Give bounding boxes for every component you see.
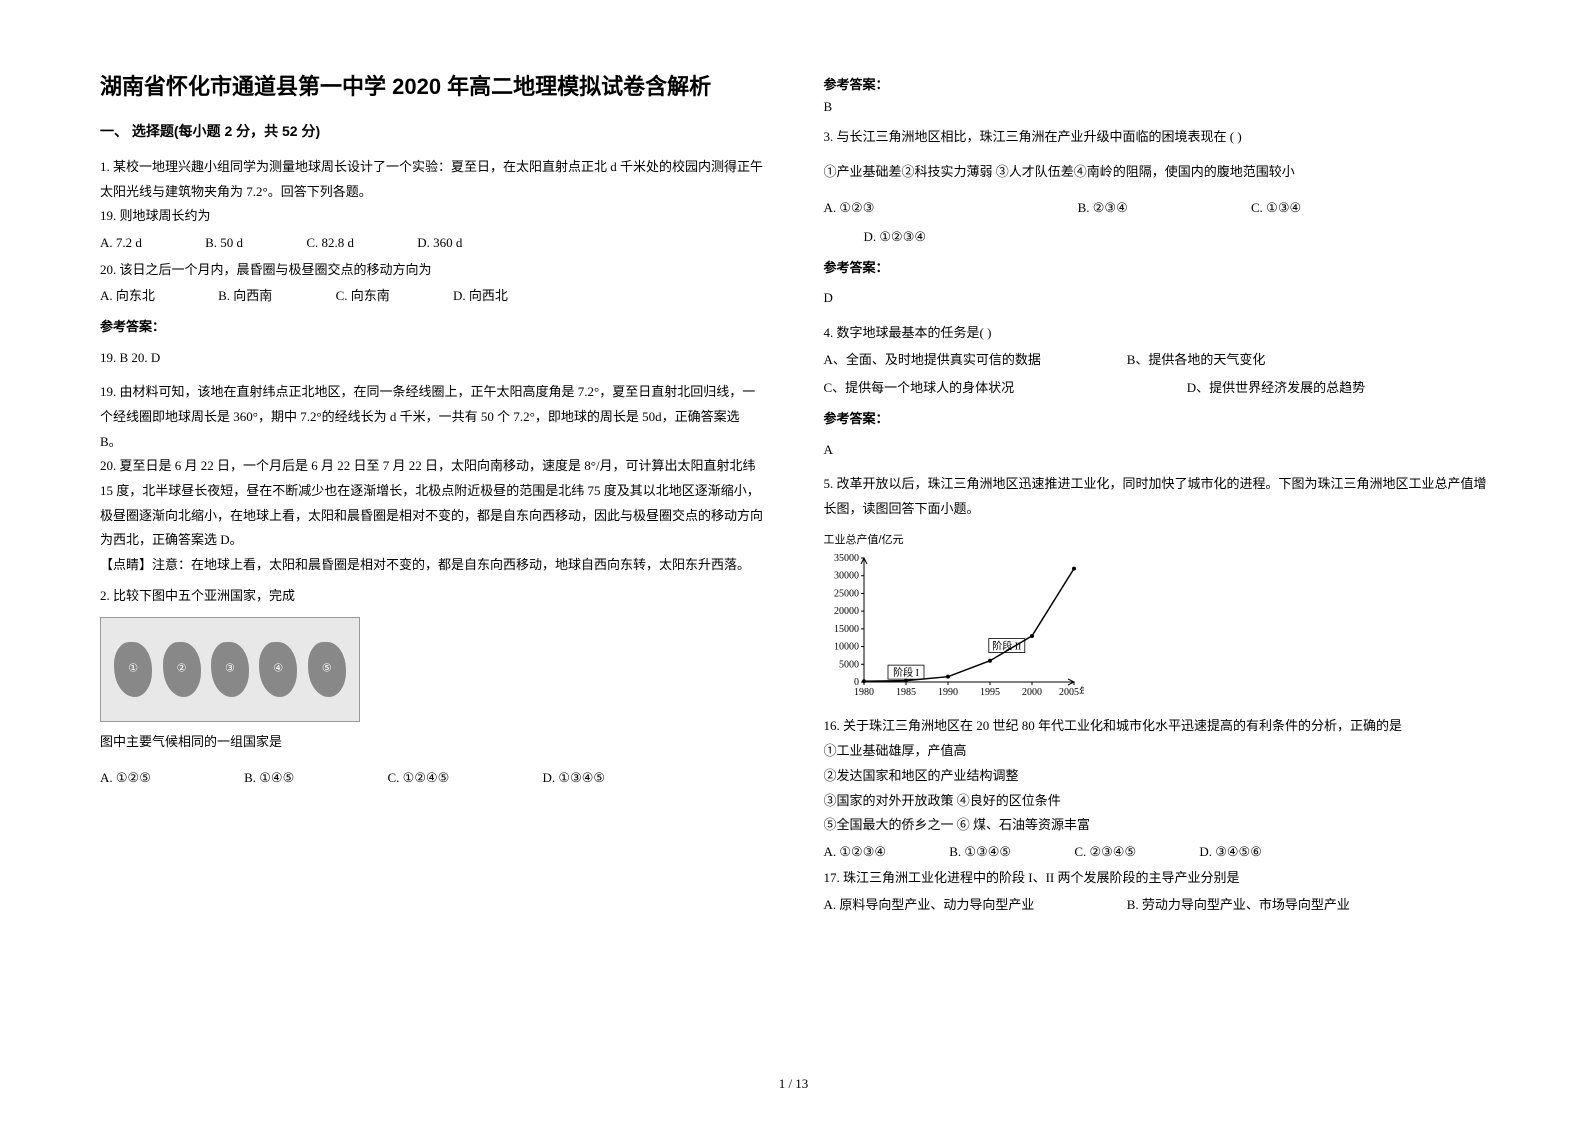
q5-stem: 5. 改革开放以后，珠江三角洲地区迅速推进工业化，同时加快了城市化的进程。下图为…	[824, 472, 1488, 521]
q5-sub16: 16. 关于珠江三角洲地区在 20 世纪 80 年代工业化和城市化水平迅速提高的…	[824, 714, 1488, 739]
q4-options-row1: A、全面、及时地提供真实可信的数据 B、提供各地的天气变化	[824, 346, 1488, 375]
q2-opt-d: D. ①③④⑤	[543, 764, 606, 793]
q1-sub19: 19. 则地球周长约为	[100, 204, 764, 229]
question-5: 5. 改革开放以后，珠江三角洲地区迅速推进工业化，同时加快了城市化的进程。下图为…	[824, 472, 1488, 920]
q2-options: A. ①②⑤ B. ①④⑤ C. ①②④⑤ D. ①③④⑤	[100, 764, 764, 793]
right-column: 参考答案： B 3. 与长江三角洲地区相比，珠江三角洲在产业升级中面临的困境表现…	[824, 70, 1488, 1030]
q5-16-l1: ①工业基础雄厚，产值高	[824, 739, 1488, 764]
q4-opt-d: D、提供世界经济发展的总趋势	[1187, 380, 1365, 395]
q2-opt-a: A. ①②⑤	[100, 764, 151, 793]
q5-16-opt-a: A. ①②③④	[824, 838, 887, 867]
q2-opt-b: B. ①④⑤	[244, 764, 294, 793]
q1-19-opt-c: C. 82.8 d	[306, 229, 354, 258]
q5-16-l2: ②发达国家和地区的产业结构调整	[824, 764, 1488, 789]
q1-20-opt-c: C. 向东南	[336, 282, 390, 311]
exam-title: 湖南省怀化市通道县第一中学 2020 年高二地理模拟试卷含解析	[100, 70, 764, 103]
q5-sub17: 17. 珠江三角洲工业化进程中的阶段 I、II 两个发展阶段的主导产业分别是	[824, 866, 1488, 891]
question-3: 3. 与长江三角洲地区相比，珠江三角洲在产业升级中面临的困境表现在 ( ) ①产…	[824, 125, 1488, 311]
q4-opt-b: B、提供各地的天气变化	[1127, 352, 1266, 367]
q3-answer: D	[824, 286, 1488, 311]
q3-options: A. ①②③ B. ②③④ C. ①③④	[824, 194, 1488, 223]
svg-text:阶段 II: 阶段 II	[992, 640, 1021, 653]
q1-19-opt-b: B. 50 d	[205, 229, 243, 258]
q2-sub: 图中主要气候相同的一组国家是	[100, 730, 764, 755]
svg-text:阶段 I: 阶段 I	[893, 667, 919, 680]
q3-opt-a: A. ①②③	[824, 194, 875, 223]
section-1-heading: 一、 选择题(每小题 2 分，共 52 分)	[100, 121, 764, 141]
q2-answer: B	[824, 99, 1488, 115]
q1-20-opt-d: D. 向西北	[453, 282, 508, 311]
q1-sub19-options: A. 7.2 d B. 50 d C. 82.8 d D. 360 d	[100, 229, 764, 258]
map-shape-4	[259, 642, 297, 697]
svg-text:35000: 35000	[834, 553, 859, 564]
q4-opt-a: A、全面、及时地提供真实可信的数据	[824, 346, 1124, 375]
svg-text:1980: 1980	[854, 687, 874, 698]
svg-text:2000: 2000	[1022, 687, 1042, 698]
q4-options-row2: C、提供每一个地球人的身体状况 D、提供世界经济发展的总趋势	[824, 374, 1488, 403]
chart-y-title: 工业总产值/亿元	[824, 530, 1488, 551]
q5-16-opt-c: C. ②③④⑤	[1074, 838, 1136, 867]
q3-opt-c: C. ①③④	[1251, 194, 1301, 223]
map-shape-1	[114, 642, 152, 697]
q1-explain19: 19. 由材料可知，该地在直射纬点正北地区，在同一条经线圈上，正午太阳高度角是 …	[100, 380, 764, 454]
svg-text:25000: 25000	[834, 589, 859, 600]
q1-20-opt-b: B. 向西南	[218, 282, 272, 311]
q4-opt-c: C、提供每一个地球人的身体状况	[824, 374, 1184, 403]
svg-text:5000: 5000	[839, 660, 859, 671]
map-shape-2	[163, 642, 201, 697]
svg-text:10000: 10000	[834, 642, 859, 653]
svg-text:15000: 15000	[834, 624, 859, 635]
map-shape-5	[308, 642, 346, 697]
svg-text:2005年: 2005年	[1059, 685, 1084, 698]
q1-sub20-options: A. 向东北 B. 向西南 C. 向东南 D. 向西北	[100, 282, 764, 311]
q5-16-l3: ③国家的对外开放政策 ④良好的区位条件	[824, 789, 1488, 814]
q4-answer: A	[824, 438, 1488, 463]
map-shape-3	[211, 642, 249, 697]
q3-opt-b: B. ②③④	[1078, 194, 1128, 223]
svg-text:30000: 30000	[834, 571, 859, 582]
q3-answer-heading: 参考答案：	[824, 256, 1488, 281]
q1-20-opt-a: A. 向东北	[100, 282, 155, 311]
svg-text:20000: 20000	[834, 607, 859, 618]
q5-16-opt-b: B. ①③④⑤	[949, 838, 1011, 867]
q1-19-opt-d: D. 360 d	[417, 229, 462, 258]
q2-answer-heading: 参考答案：	[824, 74, 1488, 93]
question-2: 2. 比较下图中五个亚洲国家，完成 图中主要气候相同的一组国家是 A. ①②⑤ …	[100, 584, 764, 793]
q1-answer-line: 19. B 20. D	[100, 346, 764, 371]
q5-17-opt-a: A. 原料导向型产业、动力导向型产业	[824, 891, 1124, 920]
svg-text:1990: 1990	[938, 687, 958, 698]
page-number: 1 / 13	[779, 1076, 809, 1092]
svg-text:1995: 1995	[980, 687, 1000, 698]
q2-opt-c: C. ①②④⑤	[388, 764, 450, 793]
svg-text:1985: 1985	[896, 687, 916, 698]
q4-stem: 4. 数字地球最基本的任务是( )	[824, 321, 1488, 346]
left-column: 湖南省怀化市通道县第一中学 2020 年高二地理模拟试卷含解析 一、 选择题(每…	[100, 70, 764, 1030]
q2-stem: 2. 比较下图中五个亚洲国家，完成	[100, 584, 764, 609]
q5-16-opt-d: D. ③④⑤⑥	[1199, 838, 1262, 867]
q1-sub20: 20. 该日之后一个月内，晨昏圈与极昼圈交点的移动方向为	[100, 258, 764, 283]
q1-explain20: 20. 夏至日是 6 月 22 日，一个月后是 6 月 22 日至 7 月 22…	[100, 454, 764, 553]
q2-map-image	[100, 617, 360, 722]
q1-stem: 1. 某校一地理兴趣小组同学为测量地球周长设计了一个实验：夏至日，在太阳直射点正…	[100, 155, 764, 204]
q4-answer-heading: 参考答案：	[824, 407, 1488, 432]
q5-16-l4: ⑤全国最大的侨乡之一 ⑥ 煤、石油等资源丰富	[824, 813, 1488, 838]
q5-chart: 工业总产值/亿元 0500010000150002000025000300003…	[824, 530, 1488, 703]
chart-svg: 0500010000150002000025000300003500019801…	[824, 552, 1084, 702]
q1-tip: 【点睛】注意：在地球上看，太阳和晨昏圈是相对不变的，都是自东向西移动，地球自西向…	[100, 553, 764, 578]
q5-17-opt-b: B. 劳动力导向型产业、市场导向型产业	[1127, 897, 1350, 912]
q3-line: ①产业基础差②科技实力薄弱 ③人才队伍差④南岭的阻隔，使国内的腹地范围较小	[824, 160, 1488, 185]
q1-answer-heading: 参考答案：	[100, 315, 764, 340]
q3-stem: 3. 与长江三角洲地区相比，珠江三角洲在产业升级中面临的困境表现在 ( )	[824, 125, 1488, 150]
q5-17-options: A. 原料导向型产业、动力导向型产业 B. 劳动力导向型产业、市场导向型产业	[824, 891, 1488, 920]
q3-opt-d: D. ①②③④	[864, 229, 927, 244]
q1-19-opt-a: A. 7.2 d	[100, 229, 142, 258]
question-1: 1. 某校一地理兴趣小组同学为测量地球周长设计了一个实验：夏至日，在太阳直射点正…	[100, 155, 764, 578]
question-4: 4. 数字地球最基本的任务是( ) A、全面、及时地提供真实可信的数据 B、提供…	[824, 321, 1488, 462]
q5-16-options: A. ①②③④ B. ①③④⑤ C. ②③④⑤ D. ③④⑤⑥	[824, 838, 1488, 867]
